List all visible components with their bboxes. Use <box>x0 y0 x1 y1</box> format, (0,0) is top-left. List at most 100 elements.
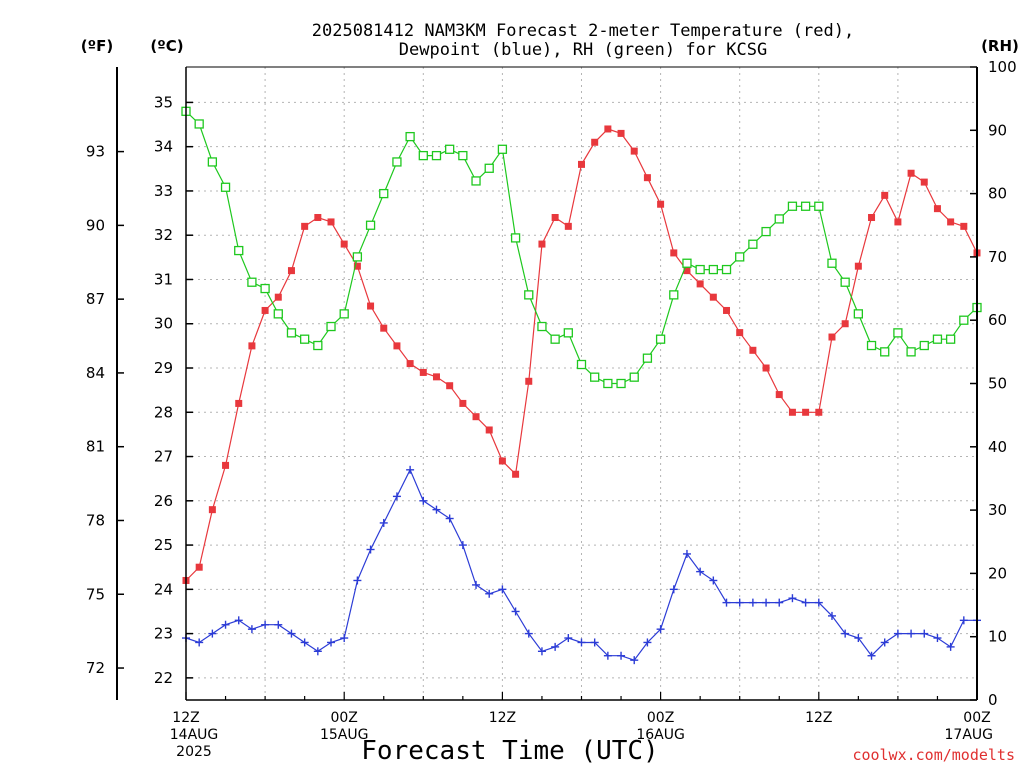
dewpoint-point <box>261 620 270 629</box>
temperature-point <box>657 200 665 208</box>
temperature-point <box>195 563 203 571</box>
rh-point <box>576 359 587 370</box>
x-tick-label: 17AUG <box>945 727 994 743</box>
fahrenheit-tick-label: 78 <box>86 511 105 529</box>
dewpoint-point <box>313 647 322 656</box>
dewpoint-point <box>327 638 336 647</box>
temperature-point <box>762 364 770 372</box>
x-tick-label: 00Z <box>330 710 357 726</box>
rh-point <box>748 239 758 249</box>
rh-point <box>405 131 415 142</box>
temperature-point <box>274 293 282 301</box>
dewpoint-point <box>340 634 349 643</box>
celsius-tick-label: 28 <box>154 403 173 421</box>
rh-point <box>721 264 732 275</box>
celsius-tick-label: 23 <box>154 625 173 643</box>
rh-point <box>959 315 969 325</box>
temperature-point <box>802 408 810 416</box>
temperature-point <box>696 280 704 288</box>
rh-point <box>537 321 547 332</box>
dewpoint-point <box>353 576 362 585</box>
rh-point <box>629 372 639 382</box>
rh-point <box>510 233 521 243</box>
chart-title-line-2: Dewpoint (blue), RH (green) for KCSG <box>399 40 767 60</box>
temperature-point <box>222 461 230 469</box>
temperature-point <box>472 413 480 421</box>
rh-tick-label: 80 <box>988 185 1007 203</box>
rh-point <box>524 290 534 300</box>
temperature-point <box>538 240 546 248</box>
temperature-point <box>432 373 440 381</box>
rh-tick-label: 60 <box>988 311 1007 329</box>
rh-point <box>339 309 349 319</box>
dewpoint-point <box>247 625 256 634</box>
rh-point <box>497 144 508 154</box>
dewpoint-point <box>933 634 942 643</box>
temperature-point <box>907 169 915 177</box>
dewpoint-point <box>867 651 876 660</box>
dewpoint-point <box>907 629 916 638</box>
temperature-point <box>683 267 691 275</box>
temperature-point <box>353 262 361 270</box>
rh-point <box>787 201 798 211</box>
rh-point <box>945 334 956 344</box>
dewpoint-point <box>551 642 560 651</box>
dewpoint-point <box>432 505 441 514</box>
temperature-point <box>459 399 467 407</box>
fahrenheit-tick-label: 84 <box>86 364 105 382</box>
temperature-point <box>723 306 731 314</box>
rh-point <box>866 340 877 351</box>
rh-point <box>260 283 270 294</box>
temperature-point <box>920 178 928 186</box>
dewpoint-point <box>735 598 744 607</box>
rh-point <box>800 201 811 211</box>
rh-point <box>234 245 244 256</box>
celsius-tick-label: 32 <box>154 226 173 244</box>
x-tick-label: 14AUG <box>170 727 219 743</box>
temperature-point <box>208 506 216 514</box>
rh-point <box>827 258 837 268</box>
dewpoint-point <box>748 598 757 607</box>
celsius-tick-label: 31 <box>154 270 173 288</box>
dewpoint-point <box>221 620 230 629</box>
dewpoint-point <box>287 629 296 638</box>
rh-point <box>286 328 297 338</box>
temperature-point <box>947 218 955 226</box>
dewpoint-point <box>775 598 784 607</box>
temperature-point <box>498 457 506 465</box>
temperature-point <box>287 267 295 275</box>
temperature-point <box>393 342 401 350</box>
dewpoint-point <box>854 634 863 643</box>
dewpoint-point <box>893 629 902 638</box>
dewpoint-point <box>564 634 573 643</box>
fahrenheit-tick-label: 81 <box>86 438 105 456</box>
rh-point <box>761 226 771 237</box>
rh-point <box>695 264 705 275</box>
dewpoint-point <box>617 651 626 660</box>
dewpoint-point <box>406 465 415 474</box>
celsius-tick-label: 24 <box>154 580 173 598</box>
rh-tick-label: 0 <box>988 691 998 709</box>
rh-point <box>853 309 863 319</box>
x-tick-label: 16AUG <box>636 727 685 743</box>
temperature-point <box>788 408 796 416</box>
temperature-point <box>485 426 493 434</box>
rh-tick-label: 30 <box>988 501 1007 519</box>
chart-title-line-1: 2025081412 NAM3KM Forecast 2-meter Tempe… <box>312 21 854 41</box>
dewpoint-point <box>880 638 889 647</box>
fahrenheit-unit-label: (ºF) <box>81 37 113 55</box>
temperature-point <box>340 240 348 248</box>
temperature-point <box>367 302 375 310</box>
dewpoint-point <box>234 616 243 625</box>
dewpoint-point <box>392 492 401 501</box>
dewpoint-point <box>524 629 533 638</box>
rh-point <box>484 163 494 173</box>
celsius-tick-label: 30 <box>154 315 173 333</box>
dewpoint-point <box>498 585 507 594</box>
temperature-point <box>551 214 559 222</box>
rh-point <box>313 340 323 351</box>
dewpoint-point <box>669 585 678 594</box>
rh-point <box>431 150 442 161</box>
temperature-point <box>261 306 269 314</box>
chart-title: 2025081412 NAM3KM Forecast 2-meter Tempe… <box>312 21 854 60</box>
